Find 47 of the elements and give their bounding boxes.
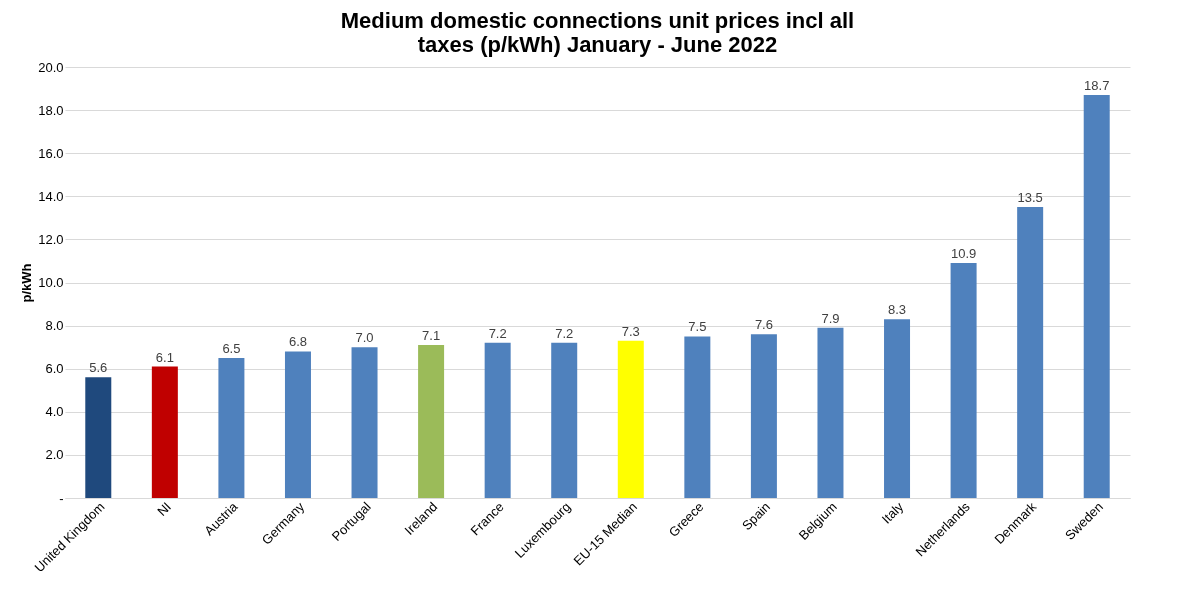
y-tick-label: 2.0 <box>45 447 64 463</box>
bar <box>551 342 578 498</box>
data-label: 13.5 <box>1017 190 1043 206</box>
data-label: 7.1 <box>422 327 441 343</box>
y-tick-label: 10.0 <box>38 275 64 290</box>
y-tick-label: 8.0 <box>45 318 64 334</box>
y-tick-label: 20.0 <box>38 59 64 75</box>
data-label: 7.6 <box>754 317 773 333</box>
data-label: 7.0 <box>355 330 374 346</box>
data-label: 6.5 <box>222 340 241 356</box>
y-tick-label: 14.0 <box>38 188 64 204</box>
bar <box>218 357 245 498</box>
data-label: 5.6 <box>89 360 108 376</box>
chart-title: Medium domestic connections unit prices incl all taxes (p/kWh) January - June 2022 <box>340 8 855 57</box>
x-tick-label: Italy <box>878 498 907 527</box>
bar <box>151 366 178 498</box>
bar <box>750 334 777 498</box>
data-label: 7.9 <box>821 310 840 326</box>
data-label: 7.5 <box>688 319 707 335</box>
y-tick-label: 6.0 <box>45 361 64 377</box>
y-axis-title: p/kWh <box>19 263 35 303</box>
y-tick-label: 12.0 <box>38 231 64 247</box>
y-tick-label: - <box>59 490 64 506</box>
bar <box>1083 95 1110 498</box>
bar <box>418 345 445 498</box>
data-label: 6.1 <box>155 349 174 365</box>
data-label: 6.8 <box>288 334 308 350</box>
y-tick-label: 16.0 <box>38 145 64 161</box>
x-tick-label: NI <box>154 499 175 519</box>
bar <box>617 340 644 498</box>
bar <box>85 377 112 498</box>
bar <box>817 327 844 498</box>
bar <box>684 336 711 498</box>
bar <box>351 347 378 498</box>
data-label: 7.3 <box>621 323 640 339</box>
bar <box>284 351 311 498</box>
data-label: 10.9 <box>950 246 977 262</box>
bar <box>950 263 977 498</box>
bar <box>1017 207 1044 498</box>
data-label: 7.2 <box>488 325 507 341</box>
data-label: 18.7 <box>1084 78 1110 94</box>
data-label: 7.2 <box>555 325 574 341</box>
y-tick-label: 18.0 <box>38 102 64 118</box>
data-label: 8.3 <box>887 302 907 318</box>
bar <box>884 319 911 498</box>
bar <box>484 342 511 498</box>
y-tick-label: 4.0 <box>45 404 64 420</box>
